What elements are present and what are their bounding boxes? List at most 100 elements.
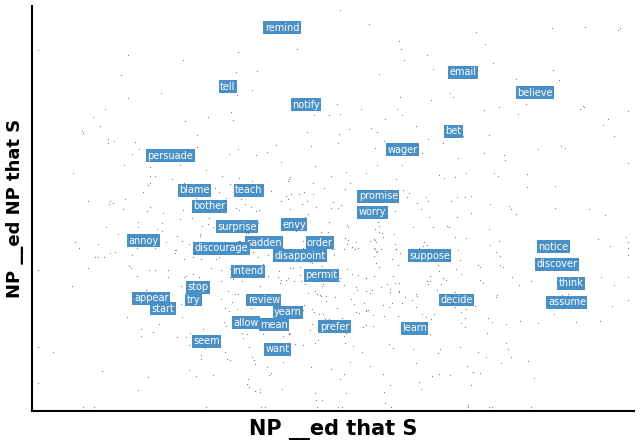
Point [307,306,317,313]
Point [456,320,466,327]
Point [243,230,253,237]
Point [525,404,536,411]
Point [68,169,78,176]
Point [175,215,185,223]
Point [305,326,315,334]
Point [244,186,254,194]
Text: learn: learn [402,323,427,333]
Text: discourage: discourage [195,243,248,253]
Point [552,261,563,268]
Point [138,237,148,244]
Text: remind: remind [265,23,299,33]
Point [282,305,292,312]
Point [384,341,394,348]
Point [292,248,303,256]
Point [438,140,448,147]
Point [416,385,426,392]
Point [283,178,293,185]
Point [117,205,127,212]
Point [522,170,532,178]
Text: promise: promise [359,191,398,201]
Point [220,305,230,312]
Point [419,238,429,245]
Point [428,223,438,231]
Point [360,306,371,313]
Point [236,261,246,268]
Point [438,174,449,181]
Point [93,253,103,260]
Point [335,6,345,13]
Point [394,249,404,256]
Point [262,149,273,156]
Point [279,219,289,226]
Point [556,142,566,149]
Point [344,125,354,132]
Point [206,264,216,271]
Point [262,273,273,280]
Point [321,297,331,304]
Point [188,297,198,304]
Point [316,326,326,333]
Point [340,319,350,326]
Point [394,288,404,295]
Point [376,246,386,253]
Point [158,305,168,312]
Point [127,252,138,259]
Point [347,270,357,277]
Point [132,223,143,231]
Point [167,175,177,182]
Point [216,86,227,93]
Point [259,340,269,347]
Point [328,320,339,327]
Point [228,116,238,123]
Point [333,326,343,333]
Point [522,183,532,190]
Text: stop: stop [187,282,208,293]
Point [302,129,312,136]
Point [352,287,362,294]
Point [333,204,344,211]
Point [342,240,353,247]
Point [593,235,604,243]
Point [231,204,241,211]
Point [145,172,156,179]
Point [295,263,305,270]
Point [461,234,471,241]
Point [471,29,481,36]
Point [194,273,204,281]
Point [236,196,246,203]
Point [103,140,113,147]
Point [480,41,490,48]
Point [362,197,372,204]
Point [550,183,560,190]
Point [328,267,338,274]
Point [239,262,250,269]
Point [150,266,160,273]
Point [201,166,211,173]
Point [255,283,266,290]
Point [387,345,397,352]
Point [285,264,295,271]
Point [131,291,141,298]
Point [308,190,319,198]
Point [623,159,634,166]
Point [95,123,105,130]
Text: worry: worry [358,207,386,217]
Point [365,237,375,244]
Text: want: want [266,344,290,355]
Point [450,294,460,301]
Point [397,146,408,153]
Point [411,122,421,129]
Point [609,133,619,140]
Point [353,271,363,278]
Point [133,386,143,393]
Point [460,314,470,322]
Point [386,404,396,411]
Point [310,339,320,347]
Point [309,256,319,263]
Point [297,200,307,207]
Point [364,21,374,28]
Point [339,281,349,289]
Point [234,321,244,328]
Point [315,239,325,246]
